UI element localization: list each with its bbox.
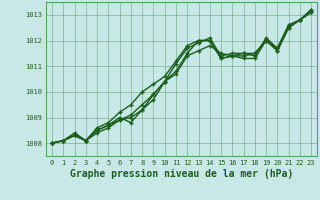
X-axis label: Graphe pression niveau de la mer (hPa): Graphe pression niveau de la mer (hPa): [70, 169, 293, 179]
